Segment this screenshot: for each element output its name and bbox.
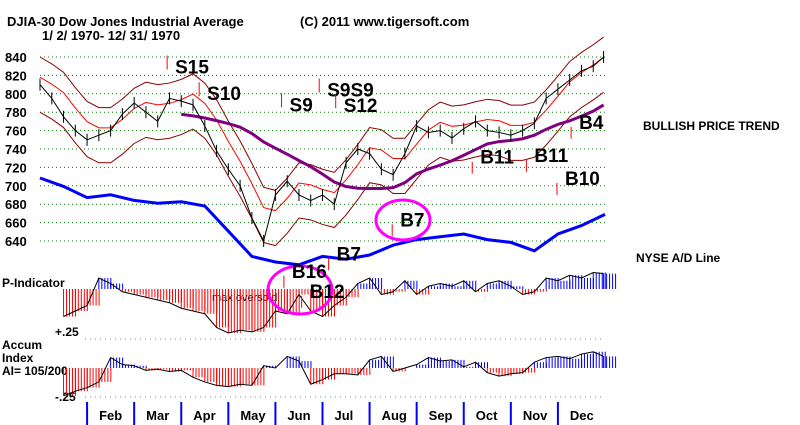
y-tick-label: 660 — [5, 216, 27, 231]
month-label: Apr — [193, 408, 215, 423]
month-label: Jun — [287, 408, 310, 423]
accum-label-2: Index — [2, 351, 34, 365]
lower-band — [39, 91, 604, 247]
accum-line — [63, 351, 604, 397]
ad-line — [39, 176, 606, 267]
month-label: May — [240, 408, 266, 423]
signal-label: B7 — [337, 244, 361, 265]
signal-circle — [374, 198, 432, 242]
chart-title: DJIA-30 Dow Jones Industrial Average — [7, 14, 244, 29]
signal-label: S12 — [344, 96, 378, 117]
copyright: (C) 2011 www.tigersoft.com — [300, 14, 470, 29]
y-tick-label: 700 — [5, 179, 27, 194]
y-tick-label: 640 — [5, 234, 27, 249]
y-tick-label: 780 — [5, 105, 27, 120]
y-tick-label: 720 — [5, 160, 27, 175]
inner-band — [39, 56, 604, 212]
ad-line-label: NYSE A/D Line — [636, 251, 721, 265]
signal-label: B12 — [310, 282, 345, 303]
signal-label: B4 — [579, 113, 604, 134]
date-range: 1/ 2/ 1970- 12/ 31/ 1970 — [42, 28, 181, 43]
signal-label: B16 — [292, 262, 327, 283]
signal-label: B7 — [400, 210, 424, 231]
y-tick-label: 760 — [5, 124, 27, 139]
y-tick-label: 840 — [5, 50, 27, 65]
y-tick-label: 820 — [5, 68, 27, 83]
signal-label: B11 — [480, 148, 514, 169]
signal-label: S10 — [207, 84, 241, 105]
signal-label: B10 — [565, 169, 600, 190]
p-indicator-label: P-Indicator — [2, 276, 65, 290]
accum-label-1: Accum — [2, 338, 43, 352]
y-tick-label: 680 — [5, 197, 27, 212]
month-label: Dec — [570, 408, 594, 423]
month-label: Aug — [382, 408, 407, 423]
moving-average — [181, 103, 605, 190]
p-indicator-line — [63, 271, 604, 334]
accum-top-tick: +.25 — [55, 325, 79, 339]
month-label: Mar — [146, 408, 169, 423]
signal-label: B11 — [534, 146, 568, 167]
signal-circle — [266, 264, 334, 316]
signal-label: S9S9 — [327, 81, 373, 102]
price-line — [39, 56, 604, 243]
y-tick-label: 800 — [5, 87, 27, 102]
upper-band — [39, 36, 604, 191]
month-label: Nov — [523, 408, 548, 423]
month-label: Sep — [429, 408, 453, 423]
month-label: Oct — [476, 408, 498, 423]
signal-label: S15 — [175, 58, 209, 79]
month-label: Feb — [99, 408, 122, 423]
y-tick-label: 740 — [5, 142, 27, 157]
trend-label: BULLISH PRICE TREND — [643, 119, 780, 133]
month-label: Jul — [335, 408, 354, 423]
accum-label-3: AI= 105/200 — [2, 364, 68, 378]
signal-label: S9 — [290, 95, 313, 116]
